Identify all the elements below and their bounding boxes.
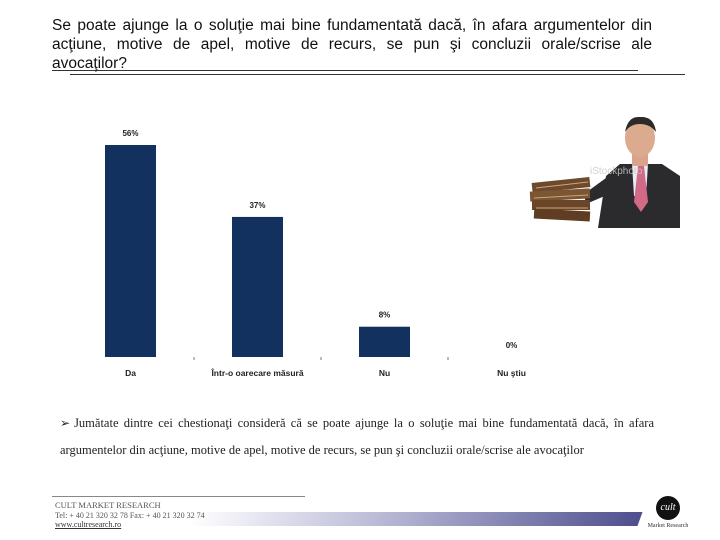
photo-watermark: iStockphoto — [590, 166, 643, 177]
category-label-2: Nu — [379, 368, 390, 378]
footer-gradient-band — [187, 512, 643, 526]
bar-value-label-3: 0% — [506, 341, 518, 350]
footer-divider — [52, 496, 305, 497]
title-underline-offset — [70, 74, 685, 75]
bar-1 — [232, 216, 283, 357]
arrow-bullet-icon: ➢ — [60, 416, 71, 430]
bar-value-label-1: 37% — [249, 201, 265, 210]
footer-contact: Tel: + 40 21 320 32 78 Fax: + 40 21 320 … — [55, 511, 205, 520]
bar-0 — [105, 145, 156, 357]
businessman-with-books-photo: iStockphoto — [528, 116, 680, 228]
bar-2 — [359, 326, 410, 357]
category-label-1: Într-o oarecare măsură — [210, 367, 303, 378]
key-finding: ➢ Jumătate dintre cei chestionaţi conside… — [60, 410, 654, 464]
slide-title: Se poate ajunge la o soluţie mai bine fu… — [52, 17, 652, 72]
category-label-3: Nu ştiu — [497, 368, 526, 378]
company-logo-icon: cult — [656, 496, 680, 520]
logo-caption: Market Research — [647, 523, 689, 529]
axis-ticks — [193, 357, 449, 360]
bar-value-label-0: 56% — [122, 129, 138, 138]
key-finding-text: Jumătate dintre cei chestionaţi consider… — [60, 416, 654, 457]
bar-group: 56% Da 37% Într-o oarecare măsură 8% Nu 0% Nu ş… — [105, 129, 526, 378]
footer-website-link[interactable]: www.cultresearch.ro — [55, 520, 122, 529]
title-underline — [52, 70, 638, 71]
bar-chart: 56% Da 37% Într-o oarecare măsură 8% Nu 0% Nu ş… — [105, 129, 526, 378]
bar-value-label-2: 8% — [379, 311, 391, 320]
category-label-0: Da — [125, 368, 136, 378]
footer-company: CULT MARKET RESEARCH — [55, 500, 161, 510]
